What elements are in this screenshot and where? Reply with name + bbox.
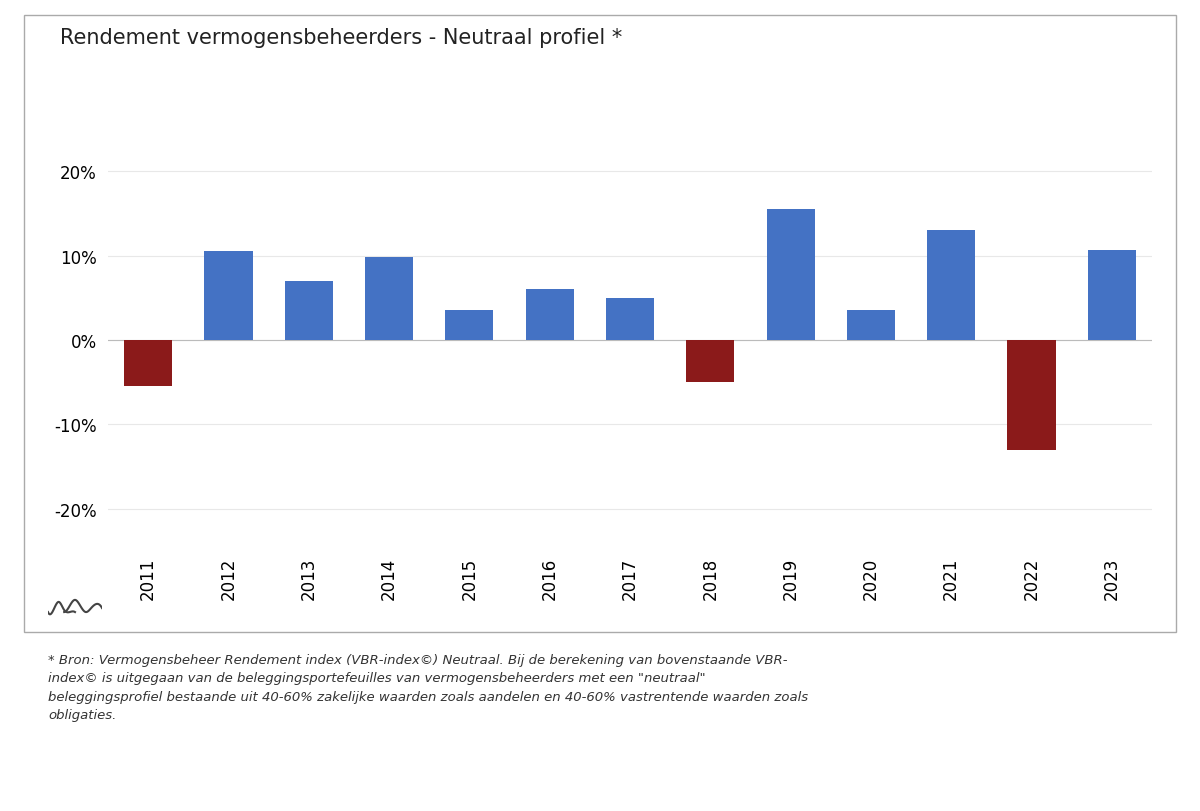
Bar — [1008, 341, 1056, 450]
Bar — [124, 341, 173, 387]
Bar — [365, 258, 413, 341]
Bar — [606, 298, 654, 341]
Bar — [1087, 251, 1136, 341]
Bar — [928, 231, 976, 341]
Text: Rendement vermogensbeheerders - Neutraal profiel *: Rendement vermogensbeheerders - Neutraal… — [60, 28, 623, 49]
Bar — [526, 290, 574, 341]
Bar — [767, 210, 815, 341]
Text: * Bron: Vermogensbeheer Rendement index (VBR-index©) Neutraal. Bij de berekening: * Bron: Vermogensbeheer Rendement index … — [48, 653, 808, 721]
Bar — [284, 281, 332, 341]
Bar — [204, 252, 252, 341]
Bar — [445, 311, 493, 341]
Bar — [847, 311, 895, 341]
Bar — [686, 341, 734, 383]
